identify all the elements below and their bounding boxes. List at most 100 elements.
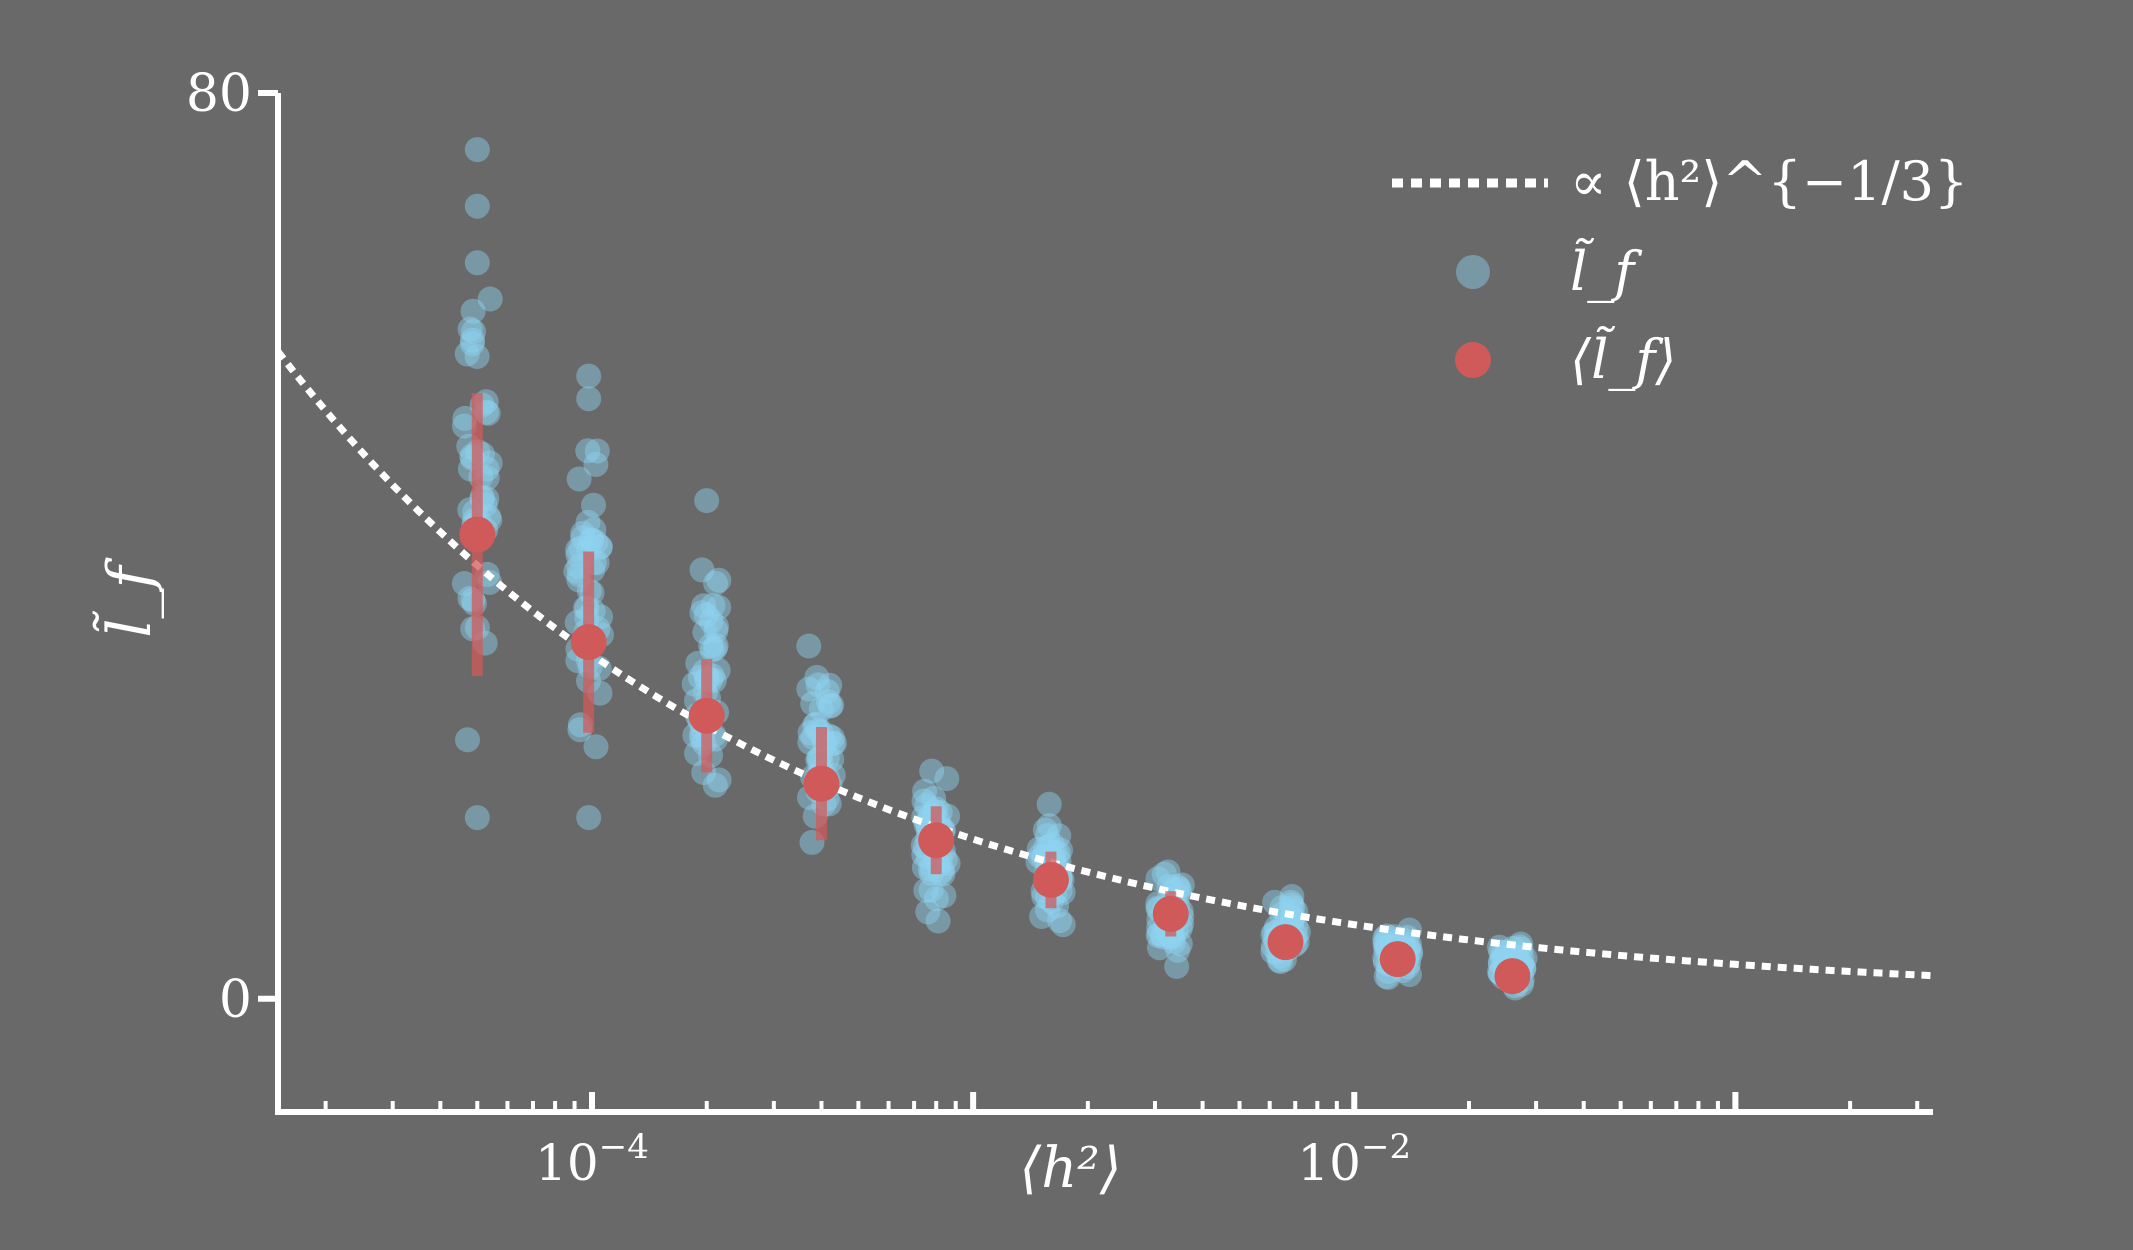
data-point xyxy=(1262,889,1288,915)
data-point xyxy=(702,636,728,661)
data-point xyxy=(817,693,843,719)
data-point xyxy=(570,520,596,546)
data-point xyxy=(698,633,724,659)
mean-points xyxy=(459,393,1531,995)
data-point xyxy=(804,664,830,690)
data-point xyxy=(1046,823,1072,849)
data-point xyxy=(934,766,960,792)
data-point xyxy=(703,633,729,659)
data-point xyxy=(477,450,503,476)
fit-line-layer xyxy=(275,349,1934,980)
data-point xyxy=(452,405,478,431)
data-point xyxy=(477,569,503,595)
data-point xyxy=(918,877,944,903)
data-point xyxy=(460,298,486,324)
x-tick-label: 10−4 xyxy=(535,1127,649,1192)
data-point xyxy=(805,672,831,698)
data-point xyxy=(575,509,601,535)
y-tick-label: 0 xyxy=(219,970,252,1030)
legend: ∝ ⟨h²⟩^{−1/3} l̃_f ⟨l̃_f⟩ xyxy=(1392,150,1968,391)
data-point xyxy=(692,619,718,645)
mean-point xyxy=(1152,895,1189,932)
data-point xyxy=(689,557,715,583)
data-point xyxy=(1147,935,1172,961)
data-point xyxy=(925,908,951,934)
mean-point xyxy=(1032,861,1069,898)
mean-point xyxy=(803,765,840,802)
mean-point xyxy=(1267,924,1304,961)
data-point xyxy=(464,344,490,369)
data-point xyxy=(698,608,724,634)
data-point xyxy=(706,594,732,620)
data-point xyxy=(1508,931,1534,957)
data-point xyxy=(911,788,937,814)
data-point xyxy=(694,488,720,514)
data-point xyxy=(693,602,719,628)
data-point xyxy=(796,676,822,702)
data-point xyxy=(576,386,602,412)
data-point xyxy=(1034,823,1060,849)
data-point xyxy=(1039,832,1065,857)
data-point xyxy=(584,438,610,464)
legend-label: ⟨l̃_f⟩ xyxy=(1570,325,1676,391)
fit-line xyxy=(275,349,1934,980)
data-point xyxy=(1167,931,1193,957)
data-point xyxy=(477,286,503,312)
data-point xyxy=(457,316,483,342)
data-point xyxy=(1047,908,1073,934)
data-point xyxy=(700,593,726,618)
data-point xyxy=(464,250,490,276)
data-point xyxy=(911,855,937,880)
data-point xyxy=(1029,904,1055,929)
data-point xyxy=(464,137,490,163)
legend-label: l̃_f xyxy=(1570,237,1642,303)
mean-point xyxy=(918,822,955,859)
data-point xyxy=(816,689,841,715)
data-point xyxy=(588,604,613,630)
data-point xyxy=(1279,884,1305,909)
data-point xyxy=(913,877,939,903)
data-point xyxy=(1165,937,1191,963)
data-point xyxy=(455,727,480,753)
data-point xyxy=(1036,813,1062,839)
mean-point xyxy=(1379,941,1416,978)
data-point xyxy=(796,633,822,659)
mean-point xyxy=(459,516,496,553)
data-point xyxy=(451,413,477,439)
data-point xyxy=(570,525,596,551)
data-point xyxy=(583,734,609,760)
data-point xyxy=(581,492,606,518)
scatter-points xyxy=(451,137,1538,1001)
legend-mean-swatch xyxy=(1455,342,1491,378)
data-point xyxy=(819,692,845,718)
data-point xyxy=(461,319,486,344)
data-point xyxy=(808,696,834,722)
x-tick-label: 10−2 xyxy=(1297,1127,1411,1192)
data-point xyxy=(1506,934,1532,960)
data-point xyxy=(1155,859,1181,885)
data-point xyxy=(576,805,602,831)
data-point xyxy=(454,341,480,367)
data-point xyxy=(931,883,957,909)
data-point xyxy=(817,672,843,698)
data-point xyxy=(1050,912,1076,938)
data-point xyxy=(691,593,717,619)
data-point xyxy=(703,570,729,596)
data-point xyxy=(460,327,486,353)
data-point xyxy=(575,438,601,464)
data-point xyxy=(566,466,592,492)
data-point xyxy=(915,899,941,925)
data-point xyxy=(563,558,589,584)
data-point xyxy=(800,691,826,716)
mean-point xyxy=(688,697,725,734)
data-point xyxy=(451,571,477,596)
data-point xyxy=(689,600,715,626)
x-axis-title: ⟨h²⟩ xyxy=(1019,1136,1121,1201)
data-point xyxy=(703,618,729,644)
data-point xyxy=(1032,817,1058,843)
mean-point xyxy=(570,624,607,661)
data-point xyxy=(1269,902,1295,928)
data-point xyxy=(923,886,949,912)
data-point xyxy=(702,772,728,798)
